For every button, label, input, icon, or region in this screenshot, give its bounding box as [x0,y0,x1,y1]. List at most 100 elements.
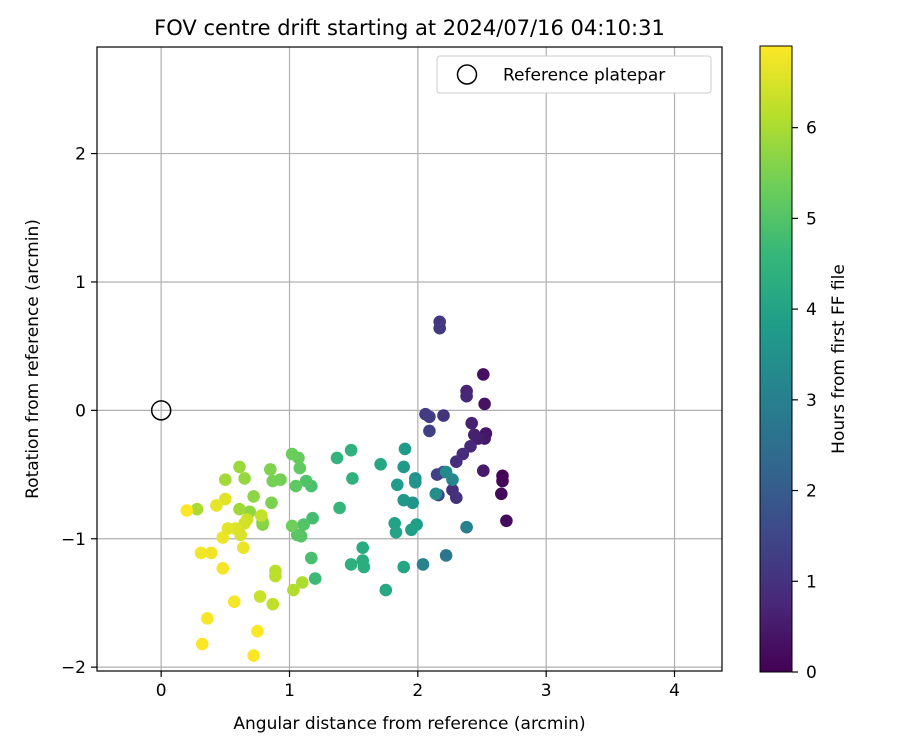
data-point-24 [423,424,436,438]
data-point-28 [439,549,453,562]
data-point-88 [253,590,267,603]
data-point-53 [346,472,359,485]
data-point-103 [195,637,209,651]
data-point-50 [357,560,371,574]
y-tick-label-4: 2 [75,145,86,165]
y-tick-label-0: −2 [61,658,86,678]
data-point-39 [398,442,412,456]
data-point-82 [296,576,309,589]
data-point-48 [356,541,370,554]
data-point-60 [299,474,313,488]
data-point-13 [460,389,473,403]
data-point-71 [265,496,278,510]
data-point-30 [416,558,430,571]
data-point-51 [344,558,358,571]
reference-platepar-marker [150,400,172,421]
y-tick-label-3: 1 [75,273,86,293]
data-point-21 [433,321,447,335]
data-point-100 [216,562,230,575]
data-point-46 [374,458,387,471]
data-point-65 [293,461,307,475]
data-point-64 [289,479,303,493]
data-point-81 [190,502,204,516]
data-point-87 [254,509,268,522]
data-point-23 [423,410,436,424]
data-point-37 [397,493,411,507]
y-tick-label-2: 0 [75,401,86,421]
colorbar-label: Hours from first FF file [829,264,849,454]
data-point-44 [389,526,403,539]
data-point-99 [194,546,208,560]
colorbar-gradient [759,45,793,673]
data-point-72 [264,463,277,476]
grid-lines [97,47,722,671]
data-point-75 [247,490,260,503]
data-point-56 [308,572,322,585]
data-point-58 [305,551,318,565]
x-tick-label-1: 1 [284,681,295,701]
colorbar-tick-label-6: 6 [806,119,817,139]
x-axis-ticks: 0 1 2 3 4 [156,671,680,701]
colorbar-ticks: 0 1 2 3 4 5 6 [792,119,817,683]
data-point-79 [233,502,246,516]
data-point-4 [477,368,490,381]
data-point-98 [204,546,218,560]
data-point-45 [397,560,411,574]
data-point-32 [439,465,453,479]
data-point-55 [333,501,346,515]
data-point-35 [409,476,422,489]
data-point-95 [210,499,223,512]
legend-box [436,55,712,94]
data-point-40 [391,478,404,492]
legend-marker-reference [456,64,478,85]
data-point-97 [237,541,250,554]
data-point-8 [477,464,490,478]
data-point-54 [330,451,344,465]
data-point-38 [397,460,411,474]
x-tick-label-0: 0 [156,681,167,701]
data-point-68 [285,519,299,533]
data-point-86 [266,597,280,611]
data-point-57 [306,511,319,525]
data-point-19 [437,409,450,422]
data-point-83 [287,583,300,597]
data-point-106 [180,504,194,517]
data-point-101 [228,595,241,608]
data-point-104 [251,624,264,638]
reference-layer [150,400,172,421]
data-point-70 [266,474,280,488]
y-axis-label: Rotation from reference (arcmin) [23,219,43,499]
plot-frame [96,46,723,672]
legend: Reference platepar [436,55,712,94]
colorbar-tick-label-2: 2 [806,482,817,502]
data-point-3 [500,514,513,528]
legend-label-reference: Reference platepar [503,66,665,86]
data-point-47 [379,583,393,597]
data-point-67 [285,447,299,461]
data-point-14 [464,440,477,453]
chart-title: FOV centre drift starting at 2024/07/16 … [154,16,665,40]
data-point-105 [247,649,260,662]
colorbar-tick-label-1: 1 [806,572,817,592]
data-point-102 [201,612,214,625]
data-point-18 [450,491,463,505]
data-point-78 [233,460,246,474]
data-point-93 [219,492,232,506]
data-point-96 [216,531,230,544]
data-point-2 [495,487,508,501]
data-point-85 [269,569,282,583]
colorbar-tick-label-5: 5 [806,209,817,229]
data-point-29 [460,520,473,534]
data-point-11 [465,416,479,430]
data-point-1 [496,474,509,488]
data-point-52 [344,443,358,457]
y-tick-label-1: −1 [61,530,86,550]
x-axis-label: Angular distance from reference (arcmin) [233,714,585,734]
x-tick-label-2: 2 [412,681,423,701]
data-point-77 [238,472,251,485]
data-point-16 [450,455,463,469]
data-point-33 [429,487,443,501]
x-tick-label-4: 4 [669,681,680,701]
colorbar: 0 1 2 3 4 5 6 Hours from first FF file [759,45,849,683]
